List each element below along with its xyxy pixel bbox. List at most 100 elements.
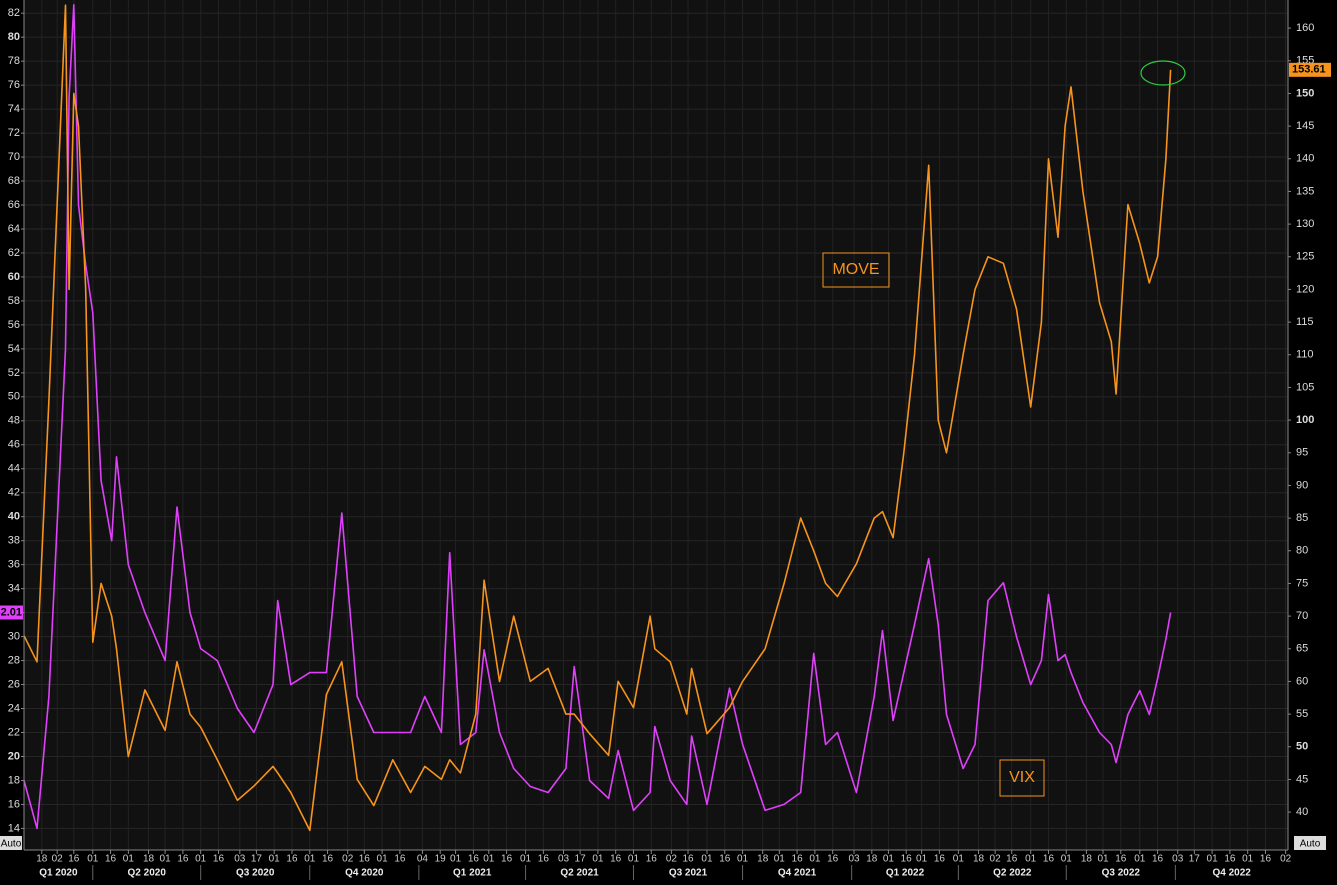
x-tick-label: 01 (377, 854, 389, 865)
y-tick-label: 38 (8, 535, 20, 547)
auto-button[interactable] (0, 836, 22, 850)
lines (23, 4, 1172, 832)
quarter-label: Q2 2021 (560, 868, 599, 879)
y-tick-label: 22 (8, 726, 20, 738)
x-tick-label: 01 (1242, 854, 1254, 865)
y-tick-label: 18 (8, 774, 20, 786)
x-tick-label: 01 (701, 854, 713, 865)
x-tick-label: 16 (286, 854, 298, 865)
x-tick-label: 16 (538, 854, 550, 865)
x-tick-label: 03 (1172, 854, 1184, 865)
y-tick-label: 50 (8, 391, 20, 403)
x-tick-label: 16 (901, 854, 913, 865)
quarter-label: Q4 2022 (1212, 868, 1251, 879)
x-tick-label: 17 (575, 854, 587, 865)
last-value-tag (1289, 62, 1331, 77)
y-tick-label: 70 (8, 151, 20, 163)
annotation: VIX (1009, 769, 1035, 786)
y-tick-label: 52 (8, 367, 20, 379)
x-tick-label: 18 (973, 854, 985, 865)
x-tick-label: 02 (666, 854, 678, 865)
x-tick-label: 01 (195, 854, 207, 865)
quarter-label: Q1 2020 (39, 868, 78, 879)
x-tick-label: 17 (1189, 854, 1201, 865)
y2-tick-label: 105 (1296, 381, 1314, 393)
x-tick-label: 01 (1134, 854, 1146, 865)
y-tick-label: 54 (8, 343, 20, 355)
y2-tick-label: 120 (1296, 283, 1314, 295)
auto-button-label[interactable]: Auto (1, 839, 22, 850)
y2-tick-label: 40 (1296, 806, 1308, 818)
x-tick-label: 01 (269, 854, 281, 865)
y-tick-label: 72 (8, 127, 20, 139)
x-tick-label: 16 (1006, 854, 1018, 865)
quarter-label: Q1 2021 (453, 868, 492, 879)
quarter-label: Q3 2020 (236, 868, 275, 879)
grid (24, 0, 1288, 850)
x-tick-label: 01 (1207, 854, 1219, 865)
x-tick-label: 19 (435, 854, 447, 865)
x-tick-label: 01 (809, 854, 821, 865)
last-value-tag (0, 605, 23, 620)
x-tick-label: 16 (359, 854, 371, 865)
x-tick-label: 16 (105, 854, 117, 865)
highlight-ellipse (1140, 60, 1186, 86)
x-tick-label: 01 (916, 854, 928, 865)
y-tick-label: 48 (8, 415, 20, 427)
annotation-box (999, 759, 1045, 797)
auto-button-label[interactable]: Auto (1300, 839, 1321, 850)
x-tick-label: 16 (1224, 854, 1236, 865)
last-value-label: 153.61 (1292, 64, 1326, 76)
y-tick-label: 76 (8, 79, 20, 91)
y2-tick-label: 70 (1296, 610, 1308, 622)
x-tick-label: 01 (304, 854, 316, 865)
x-tick-label: 16 (177, 854, 189, 865)
y-tick-label: 64 (8, 223, 20, 235)
y2-tick-label: 50 (1296, 741, 1308, 753)
y-tick-label: 66 (8, 199, 20, 211)
x-tick-label: 01 (450, 854, 462, 865)
series-line (23, 4, 1172, 832)
x-tick-label: 18 (866, 854, 878, 865)
x-tick-label: 18 (1081, 854, 1093, 865)
x-tick-label: 01 (520, 854, 532, 865)
x-tick-label: 17 (251, 854, 263, 865)
x-tick-label: 01 (1097, 854, 1109, 865)
x-tick-label: 01 (483, 854, 495, 865)
x-tick-label: 16 (792, 854, 804, 865)
x-tick-label: 16 (213, 854, 225, 865)
y-tick-label: 34 (8, 583, 20, 595)
y-tick-label: 30 (8, 631, 20, 643)
y-tick-label: 16 (8, 798, 20, 810)
x-tick-label: 16 (1260, 854, 1272, 865)
x-tick-label: 16 (610, 854, 622, 865)
x-tick-label: 02 (990, 854, 1002, 865)
y2-tick-label: 85 (1296, 512, 1308, 524)
x-tick-label: 04 (417, 854, 429, 865)
x-tick-label: 16 (468, 854, 480, 865)
y2-tick-label: 140 (1296, 153, 1314, 165)
x-tick-label: 01 (953, 854, 965, 865)
y2-tick-label: 90 (1296, 479, 1308, 491)
quarter-label: Q3 2021 (669, 868, 708, 879)
auto-button[interactable] (1294, 836, 1326, 850)
y-tick-label: 14 (8, 822, 20, 834)
plot-area (24, 0, 1288, 850)
x-tick-label: 16 (1115, 854, 1127, 865)
y2-tick-label: 110 (1296, 349, 1314, 361)
y2-tick-label: 75 (1296, 577, 1308, 589)
quarter-label: Q2 2022 (993, 868, 1032, 879)
x-tick-label: 16 (68, 854, 80, 865)
y2-tick-label: 65 (1296, 643, 1308, 655)
y-tick-label: 60 (8, 271, 20, 283)
x-tick-label: 01 (1025, 854, 1037, 865)
x-tick-label: 03 (234, 854, 246, 865)
x-tick-label: 01 (628, 854, 640, 865)
y-tick-label: 80 (8, 31, 20, 43)
y-tick-label: 24 (8, 702, 20, 714)
y-tick-label: 74 (8, 103, 20, 115)
quarter-label: Q4 2021 (778, 868, 817, 879)
axes: 1416182022242628303234363840424446485052… (0, 7, 1331, 880)
x-tick-label: 01 (123, 854, 135, 865)
